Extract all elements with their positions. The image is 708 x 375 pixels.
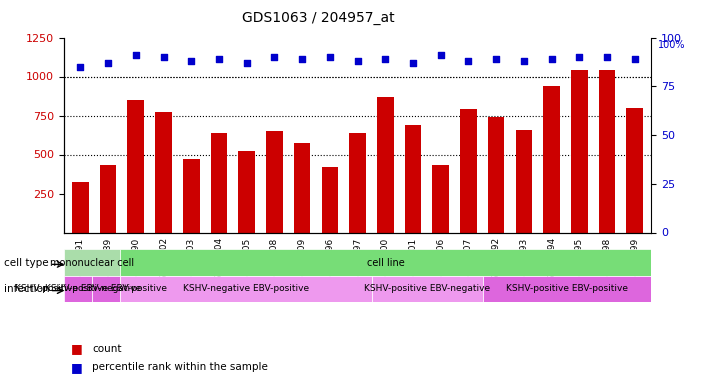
Text: cell line: cell line xyxy=(367,258,404,267)
Bar xyxy=(321,167,338,232)
FancyBboxPatch shape xyxy=(64,276,92,302)
Bar xyxy=(72,182,88,232)
Point xyxy=(297,56,308,62)
Bar xyxy=(294,143,310,232)
Point xyxy=(379,56,391,62)
Text: ■: ■ xyxy=(71,342,83,355)
FancyBboxPatch shape xyxy=(372,276,484,302)
Text: KSHV-positive EBV-negative: KSHV-positive EBV-negative xyxy=(365,284,491,293)
Bar xyxy=(433,165,449,232)
Bar xyxy=(127,100,144,232)
Point xyxy=(185,58,197,64)
Text: KSHV-positive EBV-negative: KSHV-positive EBV-negative xyxy=(15,284,141,293)
FancyBboxPatch shape xyxy=(120,276,372,302)
Text: GDS1063 / 204957_at: GDS1063 / 204957_at xyxy=(242,11,395,25)
Point xyxy=(158,54,169,60)
Bar xyxy=(377,97,394,232)
Bar xyxy=(543,86,560,232)
Point xyxy=(435,52,446,58)
Bar xyxy=(460,109,476,232)
Point xyxy=(352,58,363,64)
Text: KSHV-positive EBV-positive: KSHV-positive EBV-positive xyxy=(45,284,166,293)
Point xyxy=(573,54,585,60)
Point xyxy=(213,56,224,62)
Point xyxy=(491,56,502,62)
Point xyxy=(518,58,530,64)
Text: infection: infection xyxy=(4,284,49,294)
Bar xyxy=(183,159,200,232)
FancyBboxPatch shape xyxy=(64,249,120,276)
Bar xyxy=(239,152,255,232)
Bar xyxy=(515,129,532,232)
Bar xyxy=(405,125,421,232)
FancyBboxPatch shape xyxy=(484,276,651,302)
Bar xyxy=(155,112,172,232)
Bar xyxy=(488,117,504,232)
Point xyxy=(241,60,252,66)
Bar xyxy=(627,108,643,232)
Point xyxy=(601,54,612,60)
Point xyxy=(407,60,418,66)
Text: 100%: 100% xyxy=(658,40,686,50)
Point xyxy=(546,56,557,62)
Text: KSHV-positive EBV-positive: KSHV-positive EBV-positive xyxy=(506,284,629,293)
FancyBboxPatch shape xyxy=(92,276,120,302)
Bar xyxy=(210,133,227,232)
Bar xyxy=(100,165,116,232)
Point xyxy=(463,58,474,64)
Point xyxy=(74,64,86,70)
Point xyxy=(269,54,280,60)
Text: mononuclear cell: mononuclear cell xyxy=(50,258,134,267)
Point xyxy=(324,54,336,60)
Text: count: count xyxy=(92,344,122,354)
Bar xyxy=(571,70,588,232)
Point xyxy=(130,52,142,58)
Point xyxy=(629,56,641,62)
Text: ■: ■ xyxy=(71,361,83,374)
Text: percentile rank within the sample: percentile rank within the sample xyxy=(92,363,268,372)
FancyBboxPatch shape xyxy=(120,249,651,276)
Bar xyxy=(599,70,615,232)
Text: KSHV-negative EBV-positive: KSHV-negative EBV-positive xyxy=(183,284,309,293)
Bar xyxy=(349,133,366,232)
Bar xyxy=(266,131,282,232)
Text: cell type: cell type xyxy=(4,258,48,267)
Point xyxy=(103,60,114,66)
